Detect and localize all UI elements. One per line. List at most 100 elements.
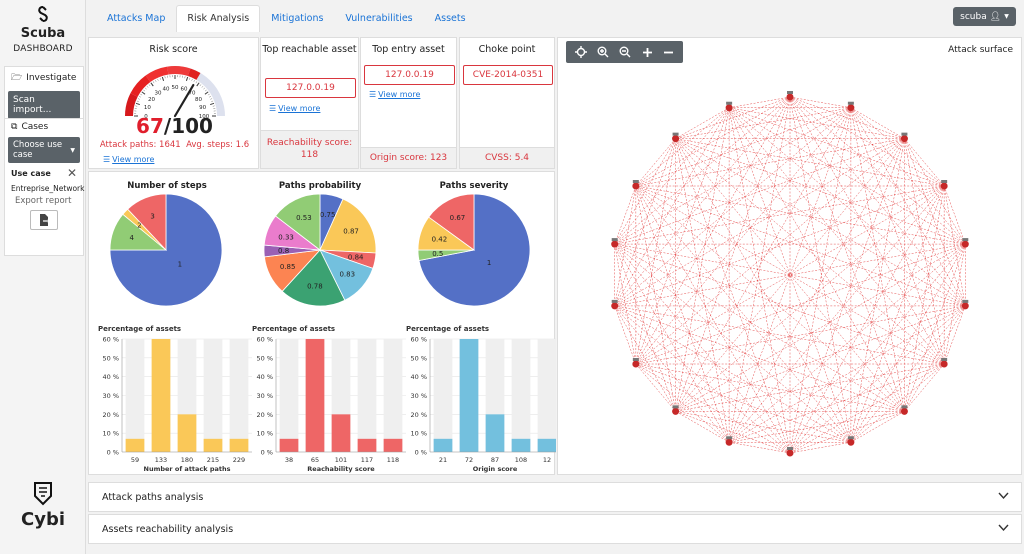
graph-edge — [635, 96, 791, 187]
graph-edge — [614, 107, 730, 245]
bar-background — [279, 339, 299, 452]
graph-edge — [789, 96, 966, 245]
pie-steps-title: Number of steps — [127, 181, 207, 191]
export-report-button[interactable] — [30, 210, 58, 230]
bar-x-tick: 133 — [155, 456, 167, 464]
graph-edge — [614, 96, 791, 245]
crosshair-icon[interactable] — [575, 46, 588, 58]
top-reachable-view-more[interactable]: ☰ View more — [269, 104, 320, 113]
use-case-label: Use case — [11, 169, 51, 178]
gauge-minor-tick — [210, 98, 213, 100]
gauge-minor-tick — [206, 91, 209, 94]
assets-reachability-accordion[interactable]: Assets reachability analysis — [88, 514, 1022, 544]
zoom-out-icon[interactable] — [619, 46, 631, 58]
graph-node — [900, 407, 908, 415]
graph-edge — [635, 185, 676, 412]
gauge-fill-segment — [125, 93, 138, 117]
bar — [151, 339, 171, 452]
gauge-minor-tick — [143, 89, 146, 92]
dashboard-label: DASHBOARD — [13, 44, 73, 54]
cases-panel: ⧉ Cases Choose use case ▼ Use case ✕ Ent… — [4, 118, 84, 256]
graph-node-icon — [787, 91, 793, 94]
graph-node — [725, 104, 733, 112]
chevron-down-icon — [998, 524, 1009, 532]
graph-edge — [614, 305, 905, 412]
risk-view-more[interactable]: ☰ View more — [103, 155, 154, 164]
gauge-minor-tick — [150, 82, 153, 85]
graph-edge — [850, 411, 905, 443]
tab-risk-analysis[interactable]: Risk Analysis — [176, 5, 261, 32]
tab-mitigations[interactable]: Mitigations — [271, 13, 324, 24]
graph-edge — [614, 305, 676, 412]
tab-vulnerabilities[interactable]: Vulnerabilities — [345, 13, 413, 24]
gauge-fill-segment — [187, 68, 201, 80]
tab-assets[interactable]: Assets — [434, 13, 466, 24]
list-icon: ☰ — [369, 90, 377, 99]
sidebar: Scuba DASHBOARD 🗁 Investigate Scan impor… — [0, 0, 86, 554]
zoom-in-icon[interactable] — [597, 46, 609, 58]
tab-attacks-map[interactable]: Attacks Map — [107, 13, 166, 24]
bar — [331, 414, 351, 452]
investigate-label: Investigate — [26, 73, 77, 83]
bar-y-tick: 10 % — [256, 430, 273, 438]
graph-edge — [635, 363, 905, 412]
pie-slice-label: 3 — [150, 213, 154, 221]
graph-edge — [635, 138, 905, 365]
scan-import-button[interactable]: Scan import... — [8, 91, 80, 119]
gauge-minor-tick — [148, 84, 151, 87]
risk-view-more-link[interactable]: View more — [112, 155, 155, 164]
cybi-shield-icon — [34, 482, 52, 506]
bar-x-tick: 59 — [131, 456, 139, 464]
copy-icon: ⧉ — [11, 122, 18, 132]
graph-node-icon — [672, 405, 679, 409]
use-case-value: Entreprise_Network — [11, 184, 85, 193]
investigate-header[interactable]: 🗁 Investigate — [5, 67, 83, 89]
graph-edge — [728, 107, 966, 245]
bar-x-tick: 108 — [515, 456, 527, 464]
graph-node — [632, 182, 640, 190]
graph-edge — [729, 411, 905, 443]
attack-paths-analysis-accordion[interactable]: Attack paths analysis — [88, 482, 1022, 512]
bar-y-tick: 30 % — [256, 392, 273, 400]
graph-edge — [728, 107, 966, 307]
bar-y-tick: 0 % — [415, 449, 427, 457]
bar-y-tick: 20 % — [256, 411, 273, 419]
pie-slice-label: 4 — [130, 234, 135, 242]
bar-x-tick: 101 — [335, 456, 347, 464]
gauge-tick-label: 10 — [144, 105, 151, 111]
close-icon[interactable]: ✕ — [66, 166, 77, 180]
plus-icon[interactable] — [642, 47, 653, 58]
graph-edge — [614, 243, 945, 365]
top-reachable-view-more-link[interactable]: View more — [278, 104, 321, 113]
graph-edge — [614, 305, 730, 443]
choke-point-title: Choke point — [478, 44, 536, 55]
choose-use-case-dropdown[interactable]: Choose use case ▼ — [8, 137, 80, 163]
graph-edge — [850, 107, 945, 365]
top-entry-view-more[interactable]: ☰ View more — [369, 90, 420, 99]
user-icon: 👤︎ — [989, 11, 1002, 22]
pie-slice-label: 0.53 — [296, 214, 312, 222]
bar-y-tick: 30 % — [410, 392, 427, 400]
graph-edge — [614, 243, 730, 443]
graph-edge — [675, 411, 851, 443]
bar-x-tick: 87 — [491, 456, 499, 464]
graph-node-icon — [632, 180, 639, 183]
list-icon: ☰ — [103, 155, 111, 164]
graph-edge — [728, 96, 791, 443]
graph-edge — [614, 138, 676, 245]
bar-y-tick: 10 % — [410, 430, 427, 438]
attack-surface-title: Attack surface — [948, 45, 1013, 55]
graph-edge — [614, 244, 676, 412]
graph-node-icon — [611, 299, 618, 303]
bar-background — [125, 339, 145, 452]
pie-slice — [281, 249, 346, 307]
top-entry-view-more-link[interactable]: View more — [378, 90, 421, 99]
attack-surface-graph[interactable] — [558, 38, 1023, 476]
pie-slice — [127, 193, 167, 252]
graph-edge — [635, 185, 791, 454]
minus-icon[interactable] — [663, 47, 674, 58]
graph-edge — [729, 107, 945, 187]
cases-header[interactable]: ⧉ Cases — [5, 119, 83, 135]
user-menu-button[interactable]: scuba 👤︎ ▼ — [953, 7, 1016, 26]
graph-edge — [675, 96, 791, 139]
